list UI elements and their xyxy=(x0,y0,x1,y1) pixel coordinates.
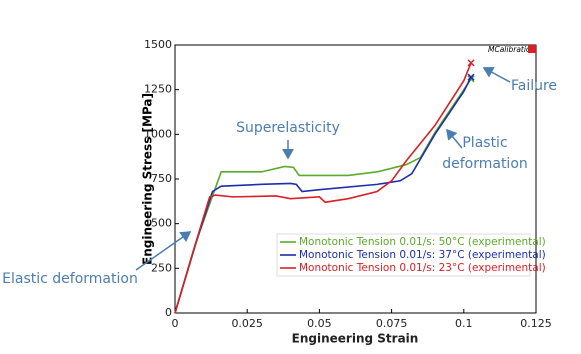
annotation: Superelasticity xyxy=(236,120,340,136)
x-tick-label: 0.1 xyxy=(455,317,473,330)
y-tick-label: 250 xyxy=(151,261,172,274)
annotation: Failure xyxy=(511,78,557,94)
y-tick-label: 750 xyxy=(151,172,172,185)
y-tick-label: 0 xyxy=(165,306,172,319)
y-tick-label: 1250 xyxy=(144,83,172,96)
legend-label: Monotonic Tension 0.01/s: 23°C (experime… xyxy=(299,262,546,274)
y-tick-label: 500 xyxy=(151,217,172,230)
logo-icon xyxy=(528,45,536,53)
x-tick-label: 0.075 xyxy=(376,317,408,330)
legend-label: Monotonic Tension 0.01/s: 50°C (experime… xyxy=(299,236,546,248)
annotation: Plastic xyxy=(462,135,507,151)
annotation-arrow xyxy=(447,130,462,148)
x-tick-label: 0.025 xyxy=(231,317,263,330)
y-tick-label: 1500 xyxy=(144,38,172,51)
x-tick-label: 0 xyxy=(172,317,179,330)
annotation: Elastic deformation xyxy=(2,271,138,287)
x-axis-label: Engineering Strain xyxy=(292,332,419,346)
annotation-arrow xyxy=(484,68,510,82)
x-tick-label: 0.125 xyxy=(520,317,552,330)
legend-label: Monotonic Tension 0.01/s: 37°C (experime… xyxy=(299,249,546,261)
y-tick-label: 1000 xyxy=(144,127,172,140)
x-tick-label: 0.05 xyxy=(307,317,332,330)
annotation: deformation xyxy=(442,156,528,172)
